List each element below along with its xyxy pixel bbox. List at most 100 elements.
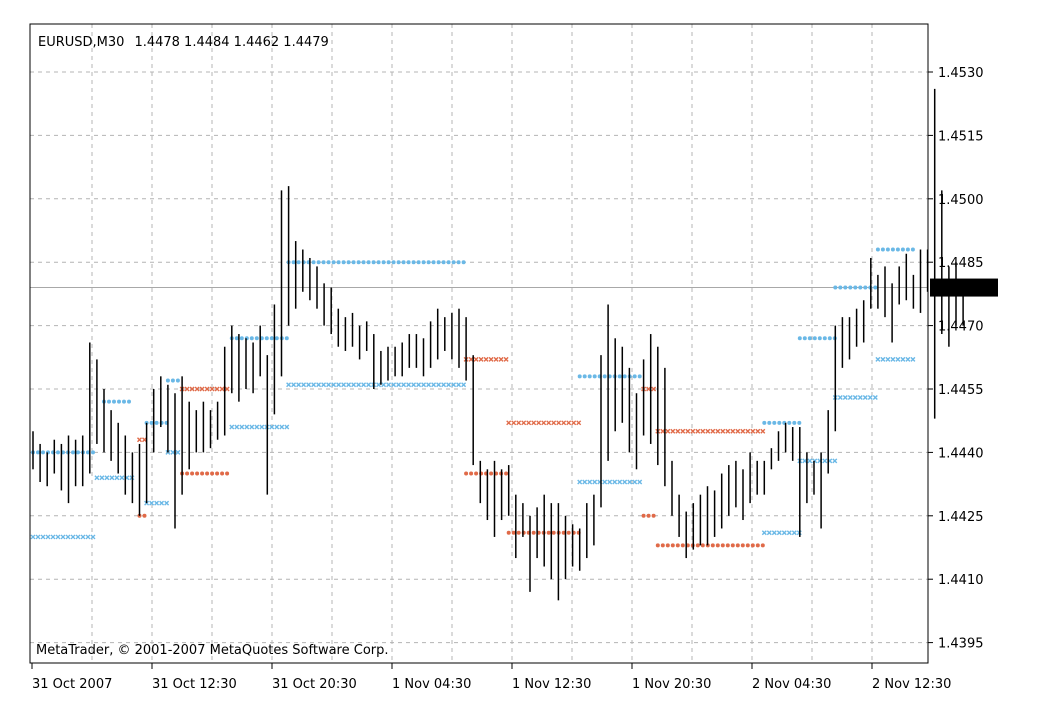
indicator-cross bbox=[269, 424, 275, 430]
indicator-cross bbox=[665, 428, 671, 434]
indicator-dot bbox=[239, 336, 244, 341]
indicator-cross bbox=[766, 530, 772, 536]
indicator-dot bbox=[875, 247, 880, 252]
indicator-dot bbox=[356, 260, 361, 265]
indicator-cross bbox=[229, 424, 235, 430]
indicator-cross bbox=[164, 500, 170, 506]
indicator-cross bbox=[396, 382, 402, 388]
indicator-dot bbox=[582, 374, 587, 379]
indicator-dot bbox=[853, 285, 858, 290]
indicator-cross bbox=[867, 394, 873, 400]
indicator-dot bbox=[371, 260, 376, 265]
indicator-cross bbox=[776, 530, 782, 536]
indicator-dot bbox=[431, 260, 436, 265]
indicator-cross bbox=[895, 356, 901, 362]
indicator-cross bbox=[336, 382, 342, 388]
indicator-cross bbox=[900, 356, 906, 362]
indicator-dot bbox=[316, 260, 321, 265]
indicator-dot bbox=[863, 285, 868, 290]
indicator-cross bbox=[660, 428, 666, 434]
indicator-cross bbox=[244, 424, 250, 430]
indicator-cross bbox=[386, 382, 392, 388]
indicator-dot bbox=[195, 471, 200, 476]
indicator-cross bbox=[204, 386, 210, 392]
indicator-dot bbox=[511, 530, 516, 535]
indicator-dot bbox=[895, 247, 900, 252]
time-tick-label: 31 Oct 2007 bbox=[32, 677, 112, 692]
indicator-cross bbox=[291, 382, 297, 388]
indicator-cross bbox=[274, 424, 280, 430]
indicator-dot bbox=[655, 543, 660, 548]
indicator-cross bbox=[612, 479, 618, 485]
indicator-dot bbox=[411, 260, 416, 265]
indicator-dot bbox=[750, 543, 755, 548]
indicator-cross bbox=[411, 382, 417, 388]
indicator-cross bbox=[646, 386, 652, 392]
time-tick-label: 1 Nov 12:30 bbox=[512, 677, 591, 692]
indicator-cross bbox=[617, 479, 623, 485]
indicator-dot bbox=[817, 336, 822, 341]
indicator-cross bbox=[40, 534, 46, 540]
indicator-dot bbox=[700, 543, 705, 548]
indicator-cross bbox=[80, 534, 86, 540]
indicator-dot bbox=[740, 543, 745, 548]
indicator-cross bbox=[807, 458, 813, 464]
indicator-dot bbox=[797, 336, 802, 341]
indicator-cross bbox=[885, 356, 891, 362]
indicator-dot bbox=[351, 260, 356, 265]
indicator-cross bbox=[346, 382, 352, 388]
indicator-dot bbox=[546, 530, 551, 535]
indicator-cross bbox=[109, 475, 115, 481]
indicator-dot bbox=[777, 420, 782, 425]
indicator-cross bbox=[651, 386, 657, 392]
indicator-cross bbox=[85, 534, 91, 540]
indicator-dot bbox=[154, 420, 159, 425]
indicator-cross bbox=[690, 428, 696, 434]
indicator-cross bbox=[852, 394, 858, 400]
indicator-cross bbox=[70, 534, 76, 540]
indicator-dot bbox=[91, 450, 95, 455]
price-tick-label: 1.4425 bbox=[938, 510, 984, 525]
indicator-cross bbox=[602, 479, 608, 485]
indicator-dot bbox=[651, 513, 656, 518]
indicator-cross bbox=[306, 382, 312, 388]
indicator-dot bbox=[561, 530, 566, 535]
indicator-cross bbox=[771, 530, 777, 536]
indicator-cross bbox=[880, 356, 886, 362]
indicator-dot bbox=[234, 336, 239, 341]
indicator-cross bbox=[622, 479, 628, 485]
indicator-cross bbox=[842, 394, 848, 400]
indicator-dot bbox=[577, 374, 582, 379]
indicator-cross bbox=[857, 394, 863, 400]
indicator-dot bbox=[296, 260, 301, 265]
indicator-dot bbox=[386, 260, 391, 265]
indicator-cross bbox=[582, 479, 588, 485]
indicator-dot bbox=[76, 450, 80, 455]
indicator-dot bbox=[361, 260, 366, 265]
indicator-dot bbox=[165, 378, 170, 383]
indicator-cross bbox=[209, 386, 215, 392]
indicator-dot bbox=[311, 260, 316, 265]
indicator-cross bbox=[137, 437, 142, 443]
indicator-dot bbox=[802, 336, 807, 341]
indicator-cross bbox=[680, 428, 686, 434]
price-tick-label: 1.4500 bbox=[938, 193, 984, 208]
indicator-cross bbox=[159, 500, 165, 506]
indicator-cross bbox=[720, 428, 726, 434]
indicator-dot bbox=[710, 543, 715, 548]
indicator-dot bbox=[504, 471, 509, 476]
indicator-dot bbox=[566, 530, 571, 535]
indicator-dot bbox=[396, 260, 401, 265]
indicator-cross bbox=[224, 386, 230, 392]
indicator-cross bbox=[632, 479, 638, 485]
indicator-cross bbox=[725, 428, 731, 434]
indicator-cross bbox=[446, 382, 452, 388]
indicator-dot bbox=[336, 260, 341, 265]
indicator-cross bbox=[199, 386, 205, 392]
ohlc-values: 1.4478 1.4484 1.4462 1.4479 bbox=[134, 35, 328, 50]
indicator-dot bbox=[880, 247, 885, 252]
time-tick-label: 1 Nov 04:30 bbox=[392, 677, 471, 692]
indicator-cross bbox=[416, 382, 422, 388]
indicator-dot bbox=[291, 260, 296, 265]
